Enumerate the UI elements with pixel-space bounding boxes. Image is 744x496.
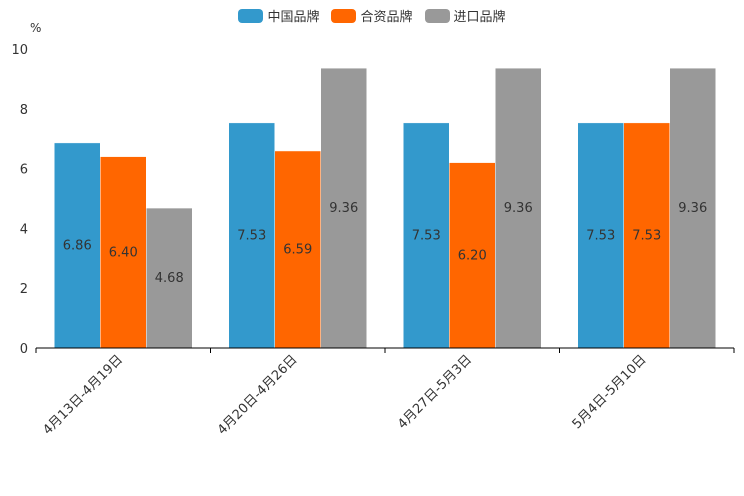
bar: [577, 122, 624, 349]
legend-item-joint-venture-brand[interactable]: 合资品牌: [331, 6, 413, 25]
x-tick-label: 4月13日-4月19日: [40, 352, 126, 438]
y-tick-label: 6: [20, 163, 28, 178]
data-label: 6.59: [283, 242, 312, 257]
data-label: 7.53: [237, 228, 266, 243]
data-label: 7.53: [412, 228, 441, 243]
bar: [449, 162, 496, 349]
data-label: 6.20: [458, 248, 487, 263]
y-tick-label: 10: [11, 43, 28, 58]
data-label: 9.36: [678, 201, 707, 216]
y-tick-label: 0: [20, 342, 28, 357]
data-label: 9.36: [329, 201, 358, 216]
data-label: 4.68: [155, 271, 184, 286]
bar: [100, 156, 147, 349]
legend: 中国品牌 合资品牌 进口品牌: [0, 6, 744, 25]
bar: [495, 67, 542, 349]
bar: [403, 122, 450, 349]
legend-swatch-import-brand: [424, 8, 450, 23]
data-label: 7.53: [632, 228, 661, 243]
legend-label-import-brand: 进口品牌: [453, 10, 506, 25]
legend-label-china-brand: 中国品牌: [267, 10, 320, 25]
bar: [320, 67, 367, 349]
legend-swatch-joint-venture-brand: [331, 8, 357, 23]
y-axis-unit: %: [30, 21, 42, 35]
x-tick-label: 4月27日-5月3日: [395, 352, 475, 432]
legend-item-import-brand[interactable]: 进口品牌: [424, 6, 506, 25]
data-label: 6.40: [109, 245, 138, 260]
data-label: 9.36: [504, 201, 533, 216]
legend-label-joint-venture-brand: 合资品牌: [360, 10, 413, 25]
y-tick-label: 4: [20, 222, 28, 237]
bar: [228, 122, 275, 349]
legend-swatch-china-brand: [238, 8, 264, 23]
bar: [274, 150, 321, 349]
bar: [669, 67, 716, 349]
bar: [146, 207, 193, 349]
x-tick-label: 5月4日-5月10日: [570, 352, 650, 432]
x-tick-label: 4月20日-4月26日: [215, 352, 301, 438]
y-tick-label: 8: [20, 103, 28, 118]
data-label: 7.53: [586, 228, 615, 243]
y-tick-label: 2: [20, 282, 28, 297]
data-label: 6.86: [63, 238, 92, 253]
legend-item-china-brand[interactable]: 中国品牌: [238, 6, 319, 25]
